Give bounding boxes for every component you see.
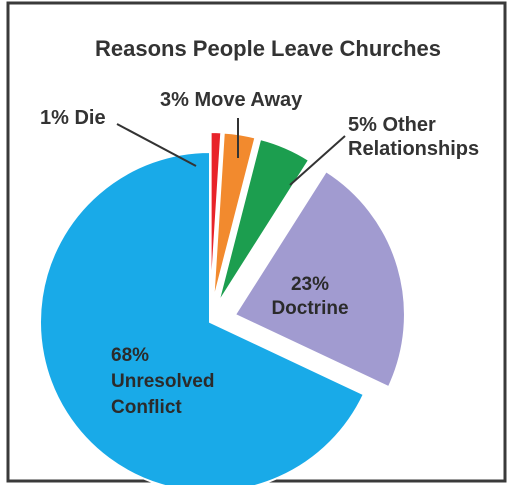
slice-label-1: 3% Move Away	[160, 89, 303, 111]
leader-line-2	[289, 135, 346, 186]
pie-slice-0	[209, 131, 223, 303]
pie-slice-2	[216, 137, 311, 305]
pie-slice-1	[212, 131, 257, 303]
pie-slice-3	[233, 169, 406, 389]
slice-label-2: 5% Other Relationships	[348, 114, 479, 160]
leader-line-0	[116, 123, 197, 167]
pie-slice-4	[39, 150, 366, 485]
slice-label-4: 68% Unresolved Conflict	[111, 345, 214, 418]
slice-label-0: 1% Die	[40, 107, 106, 129]
slice-label-3: 23% Doctrine	[271, 274, 348, 319]
chart-title: Reasons People Leave Churches	[95, 36, 441, 61]
